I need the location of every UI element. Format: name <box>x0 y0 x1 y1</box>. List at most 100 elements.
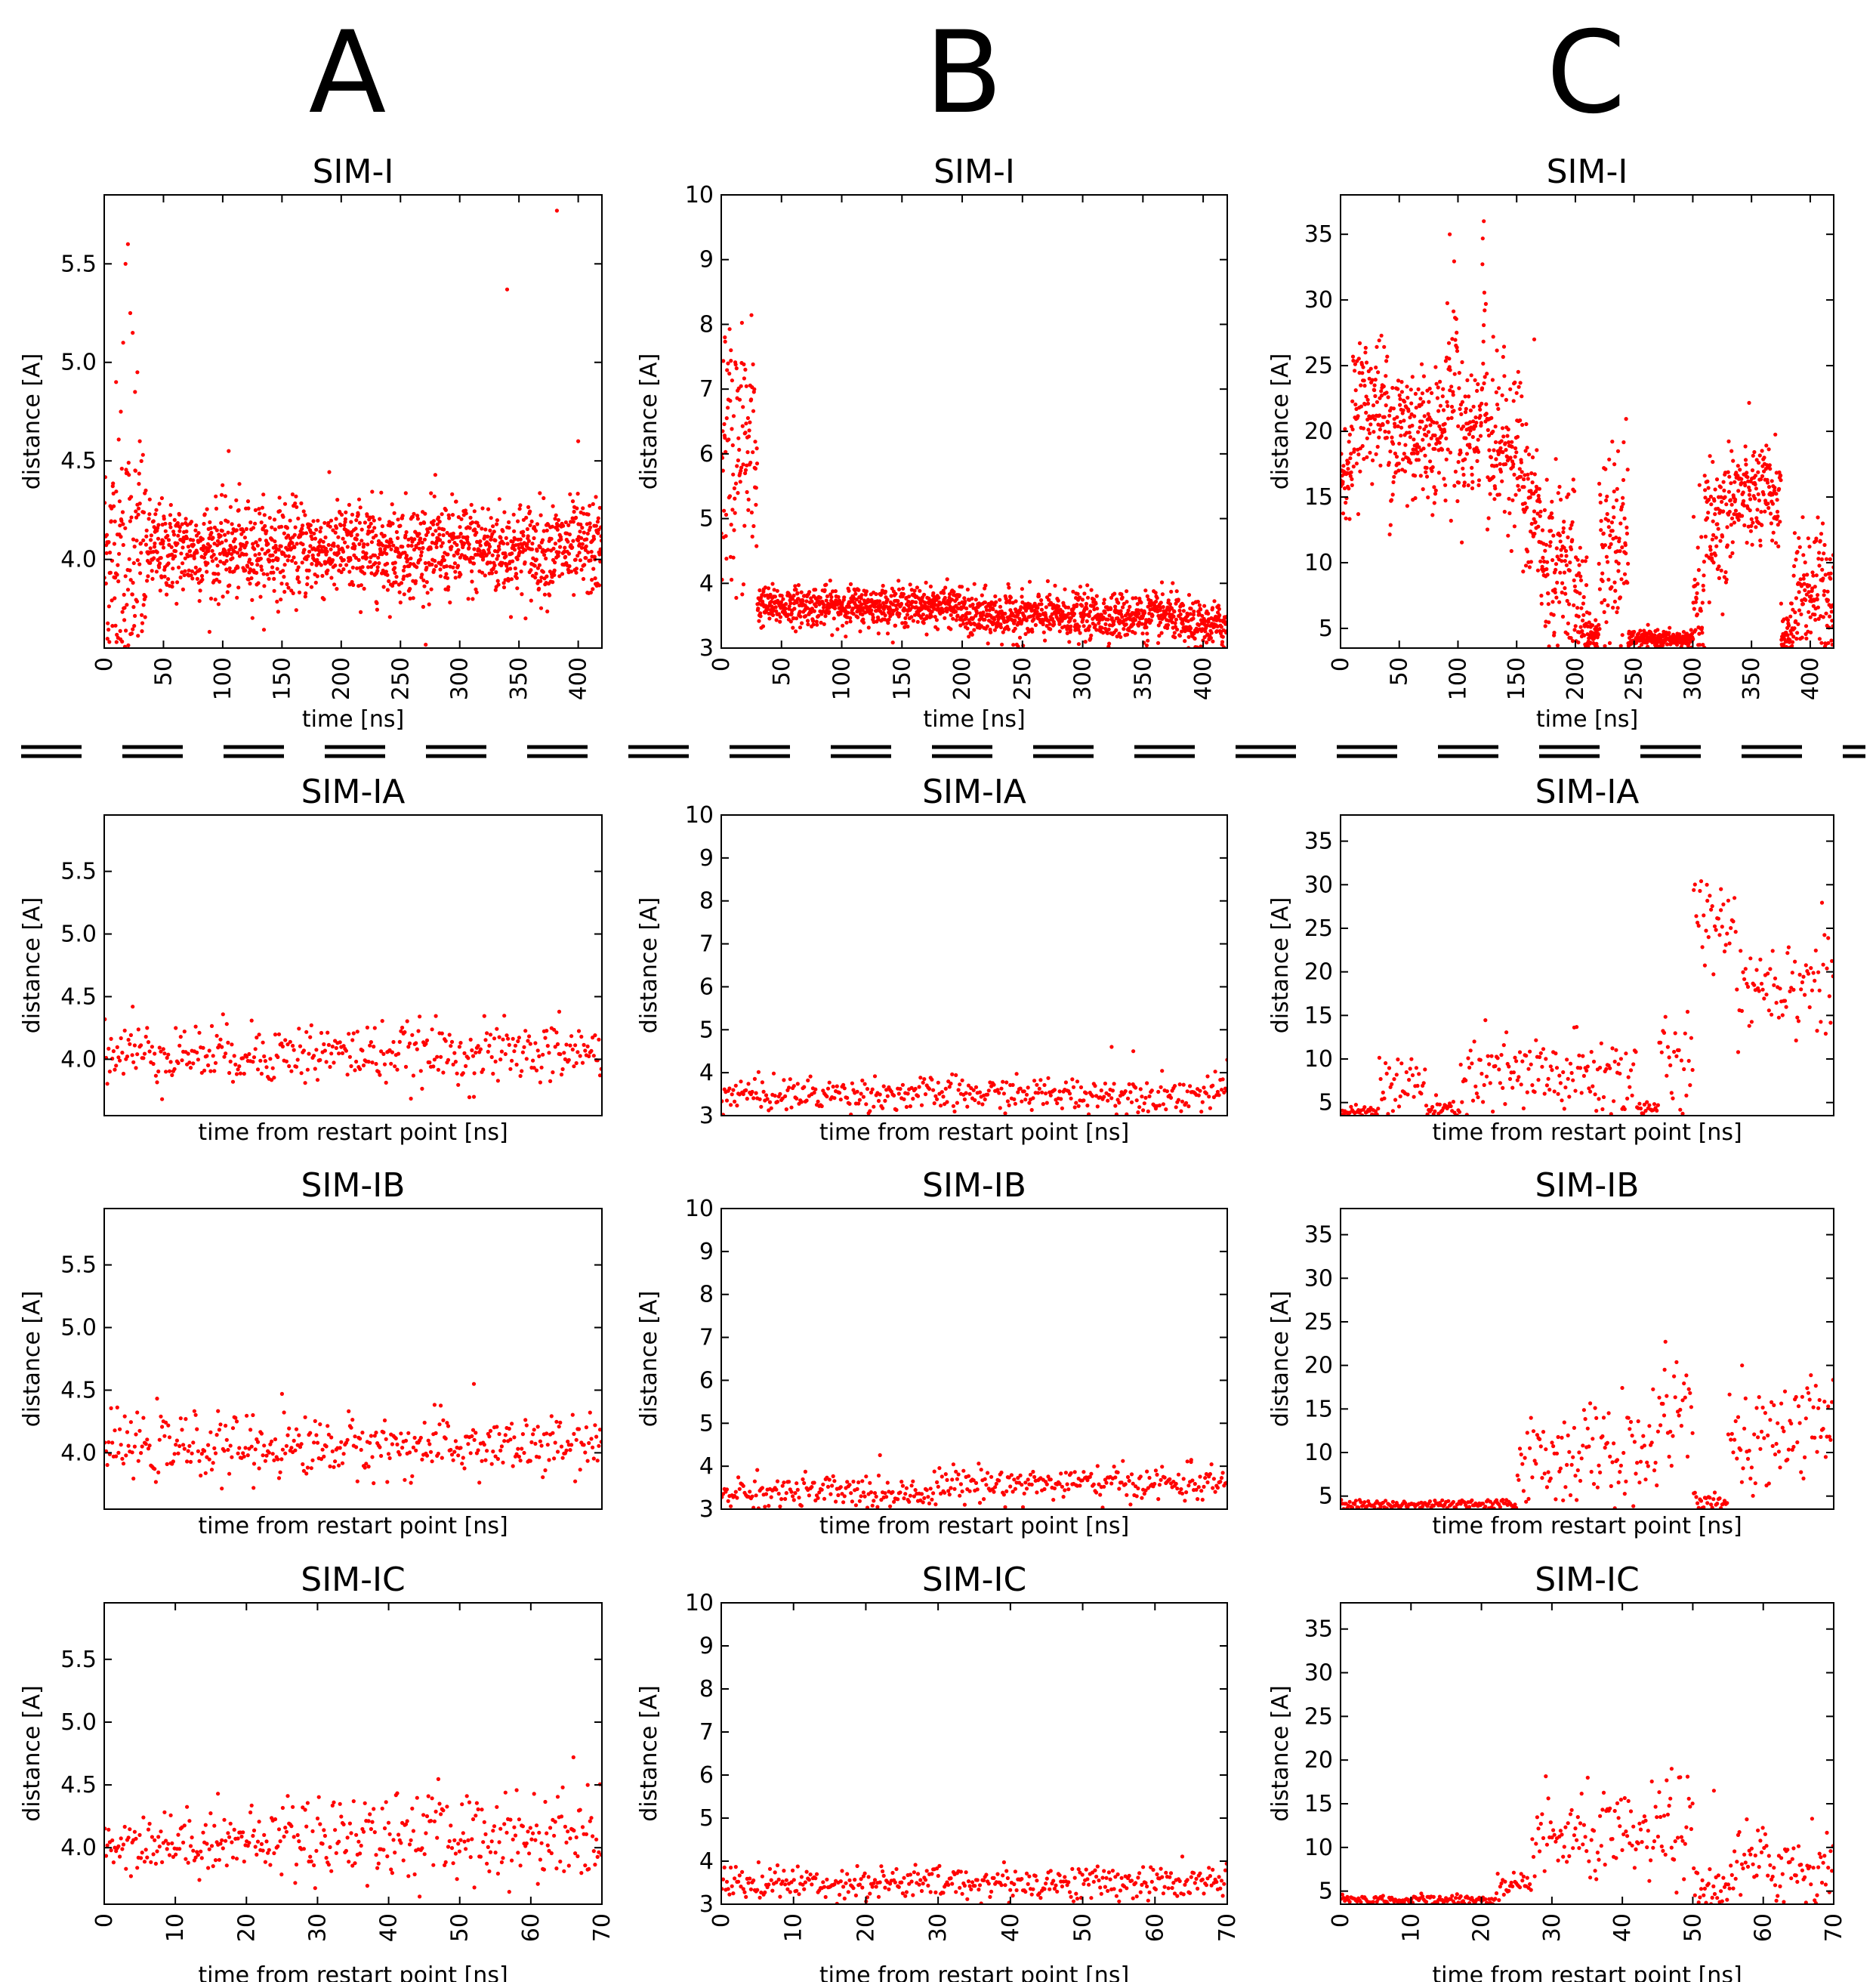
data-point <box>1041 630 1046 634</box>
data-point <box>1372 430 1376 434</box>
data-point <box>1063 587 1067 591</box>
data-point <box>858 629 862 634</box>
data-point <box>347 502 351 508</box>
data-point <box>1119 592 1124 597</box>
data-point <box>1602 610 1606 615</box>
data-point <box>538 513 543 517</box>
data-point <box>1105 631 1110 635</box>
data-point <box>144 534 149 539</box>
data-point <box>1441 408 1446 412</box>
data-point <box>1591 623 1595 628</box>
data-point <box>848 619 853 624</box>
data-point <box>382 533 387 538</box>
data-point <box>1102 597 1106 602</box>
data-point <box>1533 520 1538 524</box>
data-point <box>218 533 223 539</box>
data-point <box>724 534 728 539</box>
data-point <box>282 502 288 506</box>
data-point <box>1748 488 1752 492</box>
data-point <box>1810 586 1815 591</box>
data-point <box>453 576 458 580</box>
data-point <box>441 554 446 559</box>
data-point <box>227 449 231 453</box>
data-point <box>1646 644 1650 648</box>
data-point <box>241 529 245 534</box>
data-point <box>1603 467 1608 471</box>
data-point <box>260 547 264 551</box>
data-point <box>1395 415 1399 419</box>
data-point <box>1830 619 1834 623</box>
data-point <box>1409 401 1414 406</box>
data-point <box>786 613 791 617</box>
data-point <box>1347 440 1351 444</box>
data-point <box>550 524 554 529</box>
data-point <box>1821 615 1825 619</box>
data-point <box>581 506 585 511</box>
data-point <box>538 491 542 496</box>
data-point <box>555 524 560 529</box>
data-point <box>322 520 327 525</box>
data-point <box>934 618 939 622</box>
data-point <box>267 576 271 581</box>
data-point <box>230 522 234 526</box>
data-point <box>345 545 350 549</box>
data-point <box>1766 502 1770 506</box>
data-point <box>1518 474 1523 479</box>
data-point <box>846 610 850 615</box>
data-point <box>1537 486 1541 491</box>
data-point <box>378 517 382 521</box>
data-point <box>1460 360 1464 365</box>
data-point <box>286 554 291 559</box>
data-point <box>813 604 818 609</box>
data-point <box>1612 489 1616 494</box>
data-point <box>210 548 214 553</box>
data-point <box>141 603 146 607</box>
data-point <box>470 520 475 525</box>
data-point <box>392 511 396 515</box>
data-point <box>1471 404 1476 409</box>
data-point <box>310 562 314 567</box>
data-point <box>1822 551 1826 556</box>
data-point <box>1559 548 1563 552</box>
data-point <box>1745 475 1750 480</box>
data-point <box>343 540 347 545</box>
data-point <box>1613 588 1618 593</box>
data-point <box>1730 540 1735 545</box>
data-point <box>486 548 491 552</box>
data-point <box>1597 481 1602 486</box>
data-point <box>169 545 174 549</box>
data-point <box>1191 616 1196 621</box>
data-point <box>190 576 195 581</box>
data-point <box>1713 487 1717 492</box>
data-point <box>1192 610 1196 614</box>
data-point <box>961 613 965 619</box>
data-point <box>1205 641 1209 645</box>
data-point <box>981 610 986 615</box>
data-point <box>825 594 830 599</box>
data-point <box>1822 588 1827 594</box>
data-point <box>1396 378 1401 383</box>
x-tick-label: 300 <box>447 657 474 700</box>
data-point <box>1510 440 1514 444</box>
data-point <box>1699 625 1705 630</box>
data-point <box>1039 607 1044 612</box>
data-point <box>1412 414 1417 418</box>
data-point <box>258 557 263 561</box>
data-point <box>1774 492 1779 496</box>
data-point <box>874 591 878 597</box>
data-point <box>470 569 474 574</box>
data-point <box>1433 488 1438 493</box>
data-point <box>1572 578 1576 582</box>
data-point <box>1378 463 1383 468</box>
data-point <box>1511 399 1516 403</box>
data-point <box>1792 531 1797 536</box>
data-point <box>261 628 267 632</box>
data-point <box>1779 601 1783 606</box>
data-point <box>737 447 742 452</box>
data-point <box>1421 487 1425 492</box>
data-point <box>250 616 255 620</box>
data-point <box>991 607 995 612</box>
data-point <box>1708 545 1713 549</box>
data-point <box>1368 422 1373 427</box>
data-point <box>754 486 758 490</box>
